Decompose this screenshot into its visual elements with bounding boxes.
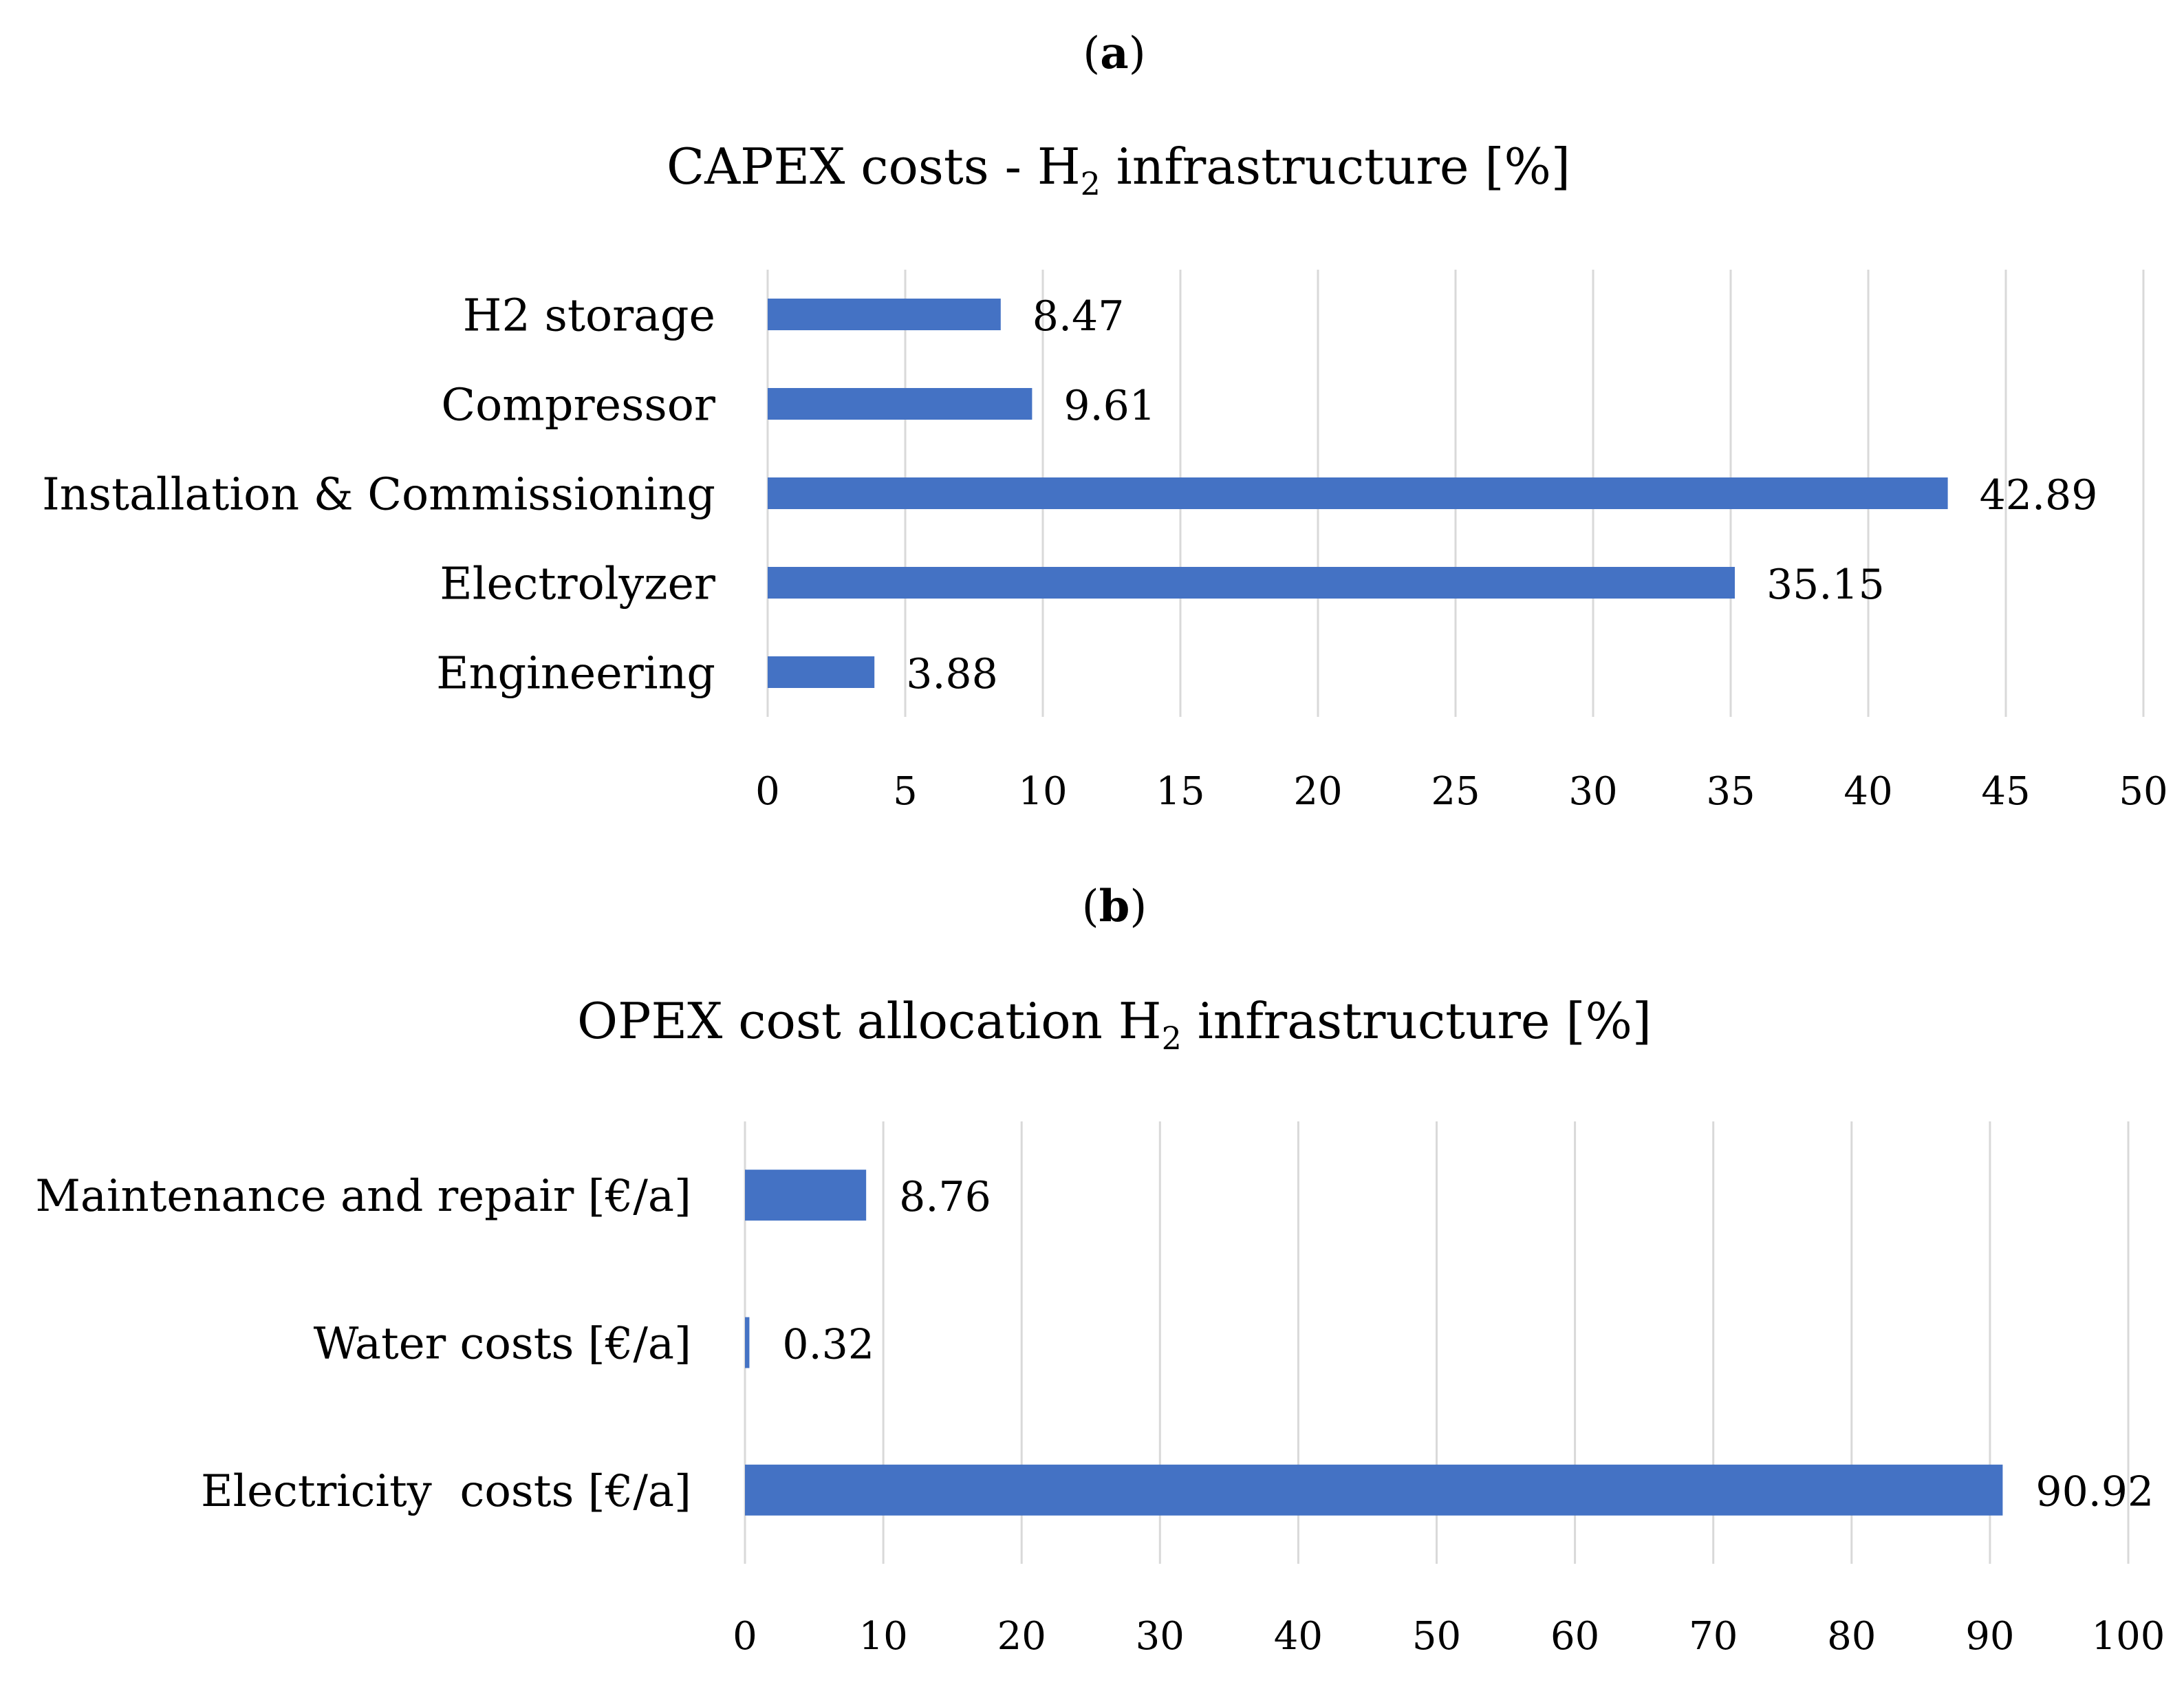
opex-data-labels: 8.76 0.32 90.92	[782, 1173, 2154, 1516]
capex-chart: H2 storage Compressor Installation & Commi…	[42, 270, 2168, 814]
category-label: Electrolyzer	[440, 558, 716, 610]
data-label: 0.32	[782, 1320, 874, 1368]
chart-title-capex-rest: infrastructure [%]	[1101, 138, 1570, 195]
chart-title-opex-subscript: 2	[1162, 1020, 1182, 1057]
x-tick-label: 20	[997, 1614, 1046, 1659]
panel-label-b-open: (	[1082, 881, 1099, 932]
x-tick-label: 5	[893, 769, 918, 814]
category-label: H2 storage	[463, 290, 715, 341]
opex-chart: Maintenance and repair [€/a] Water costs …	[35, 1121, 2165, 1659]
chart-title-capex-main: CAPEX costs - H	[667, 138, 1081, 195]
panel-label-b-close: )	[1129, 881, 1147, 932]
opex-x-axis-tick-labels: 0 10 20 30 40 50 60 70 80 90 100	[733, 1614, 2165, 1659]
bar-h2-storage	[768, 299, 1001, 330]
x-tick-label: 70	[1689, 1614, 1738, 1659]
bar-electricity-costs-a	[745, 1464, 2003, 1516]
category-label: Water costs [€/a]	[314, 1319, 691, 1370]
data-label: 90.92	[2035, 1468, 2154, 1516]
x-tick-label: 30	[1136, 1614, 1185, 1659]
opex-category-labels: Maintenance and repair [€/a] Water costs …	[35, 1171, 691, 1517]
data-label: 35.15	[1766, 561, 1885, 609]
capex-data-labels: 8.47 9.61 42.89 35.15 3.88	[906, 292, 2097, 698]
x-tick-label: 30	[1568, 769, 1617, 814]
x-tick-label: 10	[858, 1614, 907, 1659]
data-label: 3.88	[906, 650, 998, 698]
chart-title-opex-rest: infrastructure [%]	[1182, 992, 1652, 1050]
x-tick-label: 20	[1293, 769, 1342, 814]
x-tick-label: 60	[1550, 1614, 1599, 1659]
panel-label-a: (a)	[1083, 28, 1145, 79]
bar-installation-commissioning	[768, 477, 1948, 509]
bar-electrolyzer	[768, 567, 1735, 599]
category-label: Installation & Commissioning	[42, 469, 715, 520]
panel-label-b: (b)	[1082, 881, 1147, 932]
x-tick-label: 10	[1018, 769, 1067, 814]
x-tick-label: 50	[2119, 769, 2167, 814]
data-label: 9.61	[1063, 382, 1156, 430]
bar-maintenance-and-repair-a	[745, 1170, 867, 1221]
bar-engineering	[768, 656, 875, 688]
x-tick-label: 40	[1844, 769, 1892, 814]
category-label: Electricity costs [€/a]	[201, 1466, 691, 1517]
x-tick-label: 80	[1827, 1614, 1876, 1659]
panel-label-a-open: (	[1083, 28, 1100, 79]
chart-title-capex: CAPEX costs - H2 infrastructure [%]	[667, 138, 1570, 202]
x-tick-label: 90	[1965, 1614, 2014, 1659]
panel-label-a-letter: a	[1100, 28, 1128, 79]
panel-label-b-letter: b	[1099, 881, 1130, 932]
x-tick-label: 15	[1156, 769, 1204, 814]
bar-compressor	[768, 388, 1032, 420]
category-label: Maintenance and repair [€/a]	[35, 1171, 691, 1222]
chart-title-capex-subscript: 2	[1081, 165, 1101, 202]
x-tick-label: 50	[1412, 1614, 1461, 1659]
capex-category-labels: H2 storage Compressor Installation & Commi…	[42, 290, 716, 699]
x-tick-label: 25	[1431, 769, 1480, 814]
x-tick-label: 45	[1981, 769, 2030, 814]
chart-title-opex: OPEX cost allocation H2 infrastructure […	[577, 992, 1652, 1057]
capex-bars	[768, 299, 1948, 688]
data-label: 8.47	[1032, 292, 1125, 341]
category-label: Engineering	[436, 647, 715, 699]
x-tick-label: 100	[2092, 1614, 2165, 1659]
data-label: 42.89	[1980, 471, 2098, 519]
category-label: Compressor	[441, 379, 715, 431]
x-tick-label: 0	[755, 769, 780, 814]
panel-label-a-close: )	[1129, 28, 1146, 79]
opex-bars	[745, 1170, 2003, 1516]
x-tick-label: 40	[1274, 1614, 1323, 1659]
x-tick-label: 35	[1706, 769, 1755, 814]
capex-x-axis-tick-labels: 0 5 10 15 20 25 30 35 40 45 50	[755, 769, 2167, 814]
x-tick-label: 0	[733, 1614, 757, 1659]
chart-title-opex-main: OPEX cost allocation H	[577, 992, 1162, 1050]
data-label: 8.76	[899, 1173, 991, 1221]
bar-water-costs-a	[745, 1317, 750, 1368]
